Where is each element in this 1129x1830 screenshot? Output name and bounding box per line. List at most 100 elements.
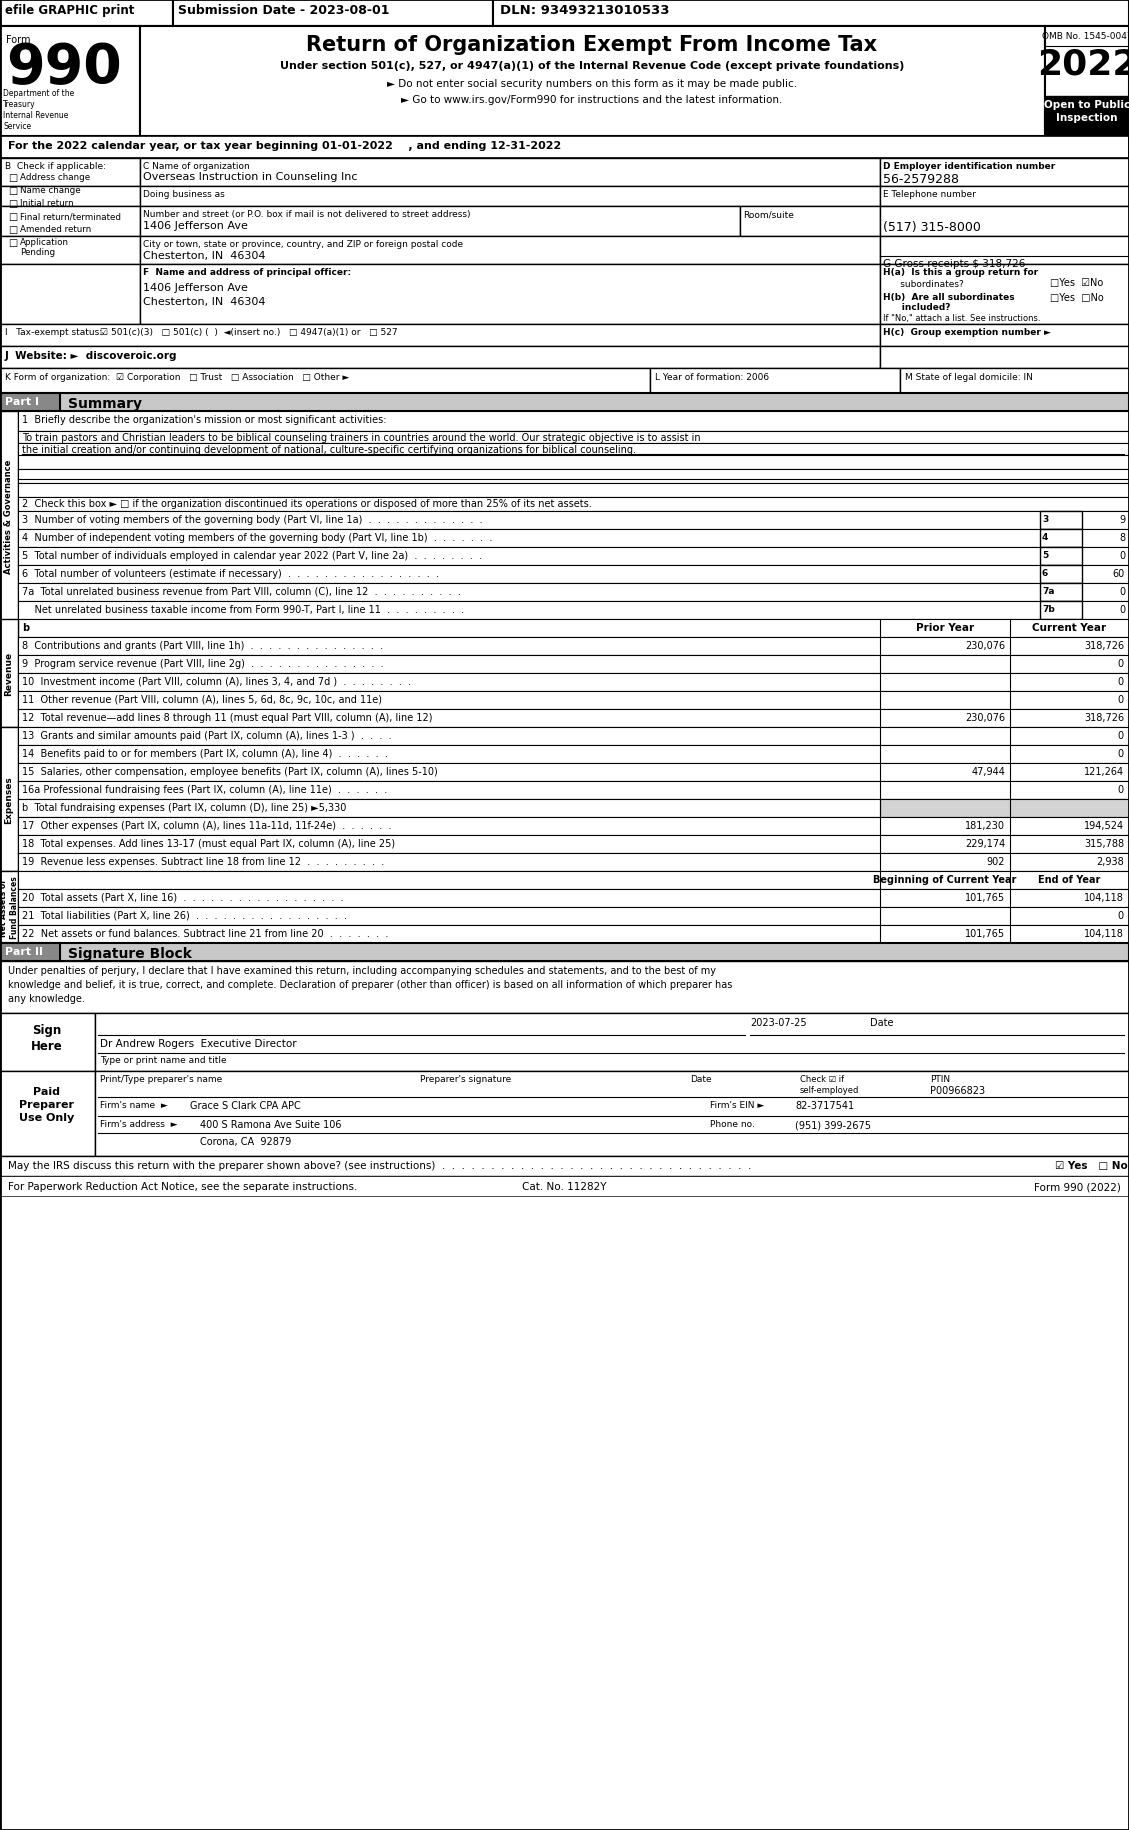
Text: 7a  Total unrelated business revenue from Part VIII, column (C), line 12  .  .  : 7a Total unrelated business revenue from… xyxy=(21,587,461,597)
Text: Number and street (or P.O. box if mail is not delivered to street address): Number and street (or P.O. box if mail i… xyxy=(143,210,471,220)
Text: City or town, state or province, country, and ZIP or foreign postal code: City or town, state or province, country… xyxy=(143,240,463,249)
Text: 400 S Ramona Ave Suite 106: 400 S Ramona Ave Suite 106 xyxy=(200,1120,341,1129)
Text: the initial creation and/or continuing development of national, culture-specific: the initial creation and/or continuing d… xyxy=(21,445,636,454)
Bar xyxy=(18,637,1129,655)
Text: Signature Block: Signature Block xyxy=(68,946,192,961)
Text: Open to Public
Inspection: Open to Public Inspection xyxy=(1044,101,1129,123)
Text: ► Do not enter social security numbers on this form as it may be made public.: ► Do not enter social security numbers o… xyxy=(387,79,797,90)
Text: Firm's name  ►: Firm's name ► xyxy=(100,1100,168,1109)
Text: H(c)  Group exemption number ►: H(c) Group exemption number ► xyxy=(883,328,1051,337)
Text: Return of Organization Exempt From Income Tax: Return of Organization Exempt From Incom… xyxy=(306,35,877,55)
Text: 181,230: 181,230 xyxy=(965,820,1005,831)
Text: ☑ Yes   □ No: ☑ Yes □ No xyxy=(1054,1160,1128,1171)
Bar xyxy=(95,1071,1129,1157)
Bar xyxy=(18,565,1129,584)
Text: H(b)  Are all subordinates: H(b) Are all subordinates xyxy=(883,293,1015,302)
Text: Type or print name and title: Type or print name and title xyxy=(100,1056,227,1065)
Text: Paid
Preparer
Use Only: Paid Preparer Use Only xyxy=(19,1087,75,1124)
Text: 8: 8 xyxy=(1119,533,1124,544)
Text: 6: 6 xyxy=(1042,569,1048,578)
Text: Check ☑ if
self-employed: Check ☑ if self-employed xyxy=(800,1074,859,1094)
Text: Dr Andrew Rogers  Executive Director: Dr Andrew Rogers Executive Director xyxy=(100,1038,297,1049)
Bar xyxy=(879,324,1129,348)
Text: May the IRS discuss this return with the preparer shown above? (see instructions: May the IRS discuss this return with the… xyxy=(8,1160,752,1171)
Text: 194,524: 194,524 xyxy=(1084,820,1124,831)
Text: □Yes  ☑No: □Yes ☑No xyxy=(1050,278,1103,287)
Text: 1  Briefly describe the organization's mission or most significant activities:: 1 Briefly describe the organization's mi… xyxy=(21,415,386,425)
Text: 104,118: 104,118 xyxy=(1084,928,1124,939)
Text: Cat. No. 11282Y: Cat. No. 11282Y xyxy=(522,1182,606,1191)
Bar xyxy=(900,370,1129,393)
Text: G Gross receipts $ 318,726: G Gross receipts $ 318,726 xyxy=(883,258,1025,269)
Text: ☑ 501(c)(3)   □ 501(c) (  )  ◄(insert no.)   □ 4947(a)(1) or   □ 527: ☑ 501(c)(3) □ 501(c) ( ) ◄(insert no.) □… xyxy=(100,328,397,337)
Text: 318,726: 318,726 xyxy=(1084,640,1124,651)
Text: DLN: 93493213010533: DLN: 93493213010533 xyxy=(500,4,669,16)
Text: Address change: Address change xyxy=(20,172,90,181)
Bar xyxy=(0,137,1129,159)
Text: 5  Total number of individuals employed in calendar year 2022 (Part V, line 2a) : 5 Total number of individuals employed i… xyxy=(21,551,482,560)
Text: (951) 399-2675: (951) 399-2675 xyxy=(795,1120,870,1129)
Text: 21  Total liabilities (Part X, line 26)  .  .  .  .  .  .  .  .  .  .  .  .  .  : 21 Total liabilities (Part X, line 26) .… xyxy=(21,911,347,920)
Bar xyxy=(140,265,879,324)
Text: 6  Total number of volunteers (estimate if necessary)  .  .  .  .  .  .  .  .  .: 6 Total number of volunteers (estimate i… xyxy=(21,569,439,578)
Bar xyxy=(0,265,140,324)
Bar xyxy=(1045,27,1129,137)
Text: Form: Form xyxy=(6,35,30,46)
Text: F  Name and address of principal officer:: F Name and address of principal officer: xyxy=(143,267,351,276)
Bar xyxy=(18,800,1129,818)
Bar xyxy=(1040,584,1082,602)
Bar xyxy=(0,187,140,207)
Bar xyxy=(140,159,879,187)
Text: 0: 0 xyxy=(1119,587,1124,597)
Text: 2022: 2022 xyxy=(1036,48,1129,81)
Bar xyxy=(18,620,1129,637)
Text: 0: 0 xyxy=(1118,677,1124,686)
Text: 19  Revenue less expenses. Subtract line 18 from line 12  .  .  .  .  .  .  .  .: 19 Revenue less expenses. Subtract line … xyxy=(21,856,384,867)
Text: 1406 Jefferson Ave
Chesterton, IN  46304: 1406 Jefferson Ave Chesterton, IN 46304 xyxy=(143,284,265,307)
Text: 18  Total expenses. Add lines 13-17 (must equal Part IX, column (A), line 25): 18 Total expenses. Add lines 13-17 (must… xyxy=(21,838,395,849)
Text: 104,118: 104,118 xyxy=(1084,893,1124,902)
Bar xyxy=(0,236,140,265)
Text: PTIN: PTIN xyxy=(930,1074,951,1083)
Text: 82-3717541: 82-3717541 xyxy=(795,1100,855,1111)
Text: 4: 4 xyxy=(1042,533,1049,542)
Text: I   Tax-exempt status:: I Tax-exempt status: xyxy=(5,328,102,337)
Bar xyxy=(173,0,493,27)
Bar xyxy=(879,187,1129,207)
Text: 2,938: 2,938 xyxy=(1096,856,1124,867)
Text: Firm's address  ►: Firm's address ► xyxy=(100,1120,177,1129)
Bar xyxy=(140,187,879,207)
Text: 47,944: 47,944 xyxy=(971,767,1005,776)
Bar xyxy=(739,207,879,236)
Text: Part I: Part I xyxy=(5,397,40,406)
Bar xyxy=(0,1071,95,1157)
Text: Name change: Name change xyxy=(20,187,80,194)
Text: Room/suite: Room/suite xyxy=(743,210,794,220)
Text: Beginning of Current Year: Beginning of Current Year xyxy=(874,875,1017,884)
Text: 56-2579288: 56-2579288 xyxy=(883,172,959,187)
Bar xyxy=(18,470,1129,483)
Text: 17  Other expenses (Part IX, column (A), lines 11a-11d, 11f-24e)  .  .  .  .  . : 17 Other expenses (Part IX, column (A), … xyxy=(21,820,392,831)
Bar xyxy=(0,871,18,944)
Text: M State of legal domicile: IN: M State of legal domicile: IN xyxy=(905,373,1033,382)
Text: 0: 0 xyxy=(1118,695,1124,705)
Bar xyxy=(18,889,1129,908)
Bar xyxy=(18,673,1129,692)
Text: B  Check if applicable:: B Check if applicable: xyxy=(5,161,106,170)
Text: P00966823: P00966823 xyxy=(930,1085,986,1096)
Text: □: □ xyxy=(8,187,17,196)
Bar xyxy=(18,529,1129,547)
Text: Date: Date xyxy=(690,1074,711,1083)
Text: Date: Date xyxy=(870,1017,893,1027)
Text: 0: 0 xyxy=(1118,785,1124,794)
Bar xyxy=(18,483,1129,498)
Text: included?: included? xyxy=(883,302,951,311)
Bar xyxy=(18,763,1129,781)
Text: 7b: 7b xyxy=(1042,604,1054,613)
Text: 8  Contributions and grants (Part VIII, line 1h)  .  .  .  .  .  .  .  .  .  .  : 8 Contributions and grants (Part VIII, l… xyxy=(21,640,383,651)
Text: Net unrelated business taxable income from Form 990-T, Part I, line 11  .  .  . : Net unrelated business taxable income fr… xyxy=(21,604,464,615)
Text: 0: 0 xyxy=(1118,911,1124,920)
Text: Net Assets or
Fund Balances: Net Assets or Fund Balances xyxy=(0,877,19,939)
Text: End of Year: End of Year xyxy=(1038,875,1100,884)
Text: Amended return: Amended return xyxy=(20,225,91,234)
